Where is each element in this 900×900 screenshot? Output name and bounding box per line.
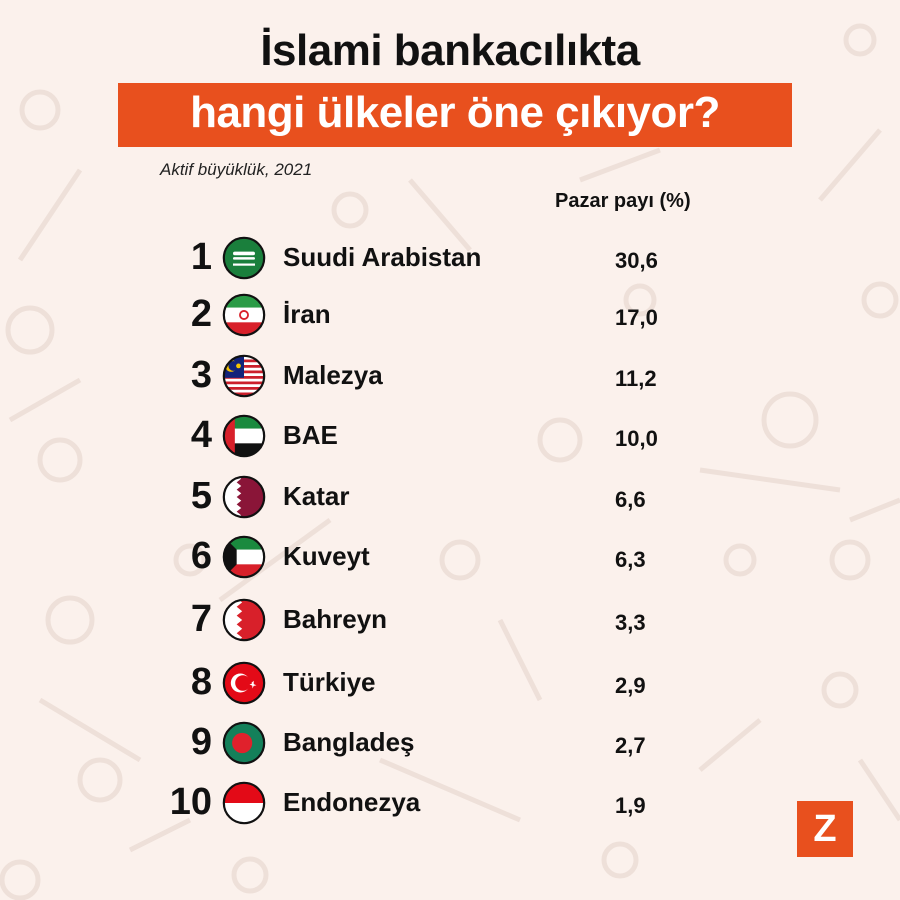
- title-line-1: İslami bankacılıkta: [260, 26, 640, 75]
- pattern-circle: [861, 281, 899, 319]
- table-row: 5 Katar 6,6: [0, 471, 900, 521]
- country-name: İran: [283, 299, 331, 329]
- pattern-circle: [5, 305, 55, 355]
- table-row: 6 Kuveyt 6,3: [0, 531, 900, 581]
- table-row: 1 Suudi Arabistan 30,6: [0, 232, 900, 282]
- country-name: Bahreyn: [283, 604, 388, 634]
- country-name: BAE: [283, 420, 338, 450]
- pattern-circle: [843, 23, 877, 57]
- pattern-circle: [601, 841, 639, 879]
- malaysia-flag-icon: [222, 354, 266, 398]
- rank-number: 8: [190, 661, 212, 703]
- pattern-line: [497, 618, 543, 702]
- pattern-circle: [37, 437, 83, 483]
- table-row: 9 Bangladeş 2,7: [0, 717, 900, 767]
- saudi-arabia-flag-icon: [222, 236, 266, 280]
- column-header-market-share: Pazar payı (%): [555, 190, 691, 212]
- country-name: Malezya: [283, 360, 383, 390]
- iran-flag-icon: [222, 293, 266, 337]
- rank-number: 2: [190, 293, 212, 335]
- table-row: 2 İran 17,0: [0, 289, 900, 339]
- country-name: Suudi Arabistan: [283, 242, 482, 272]
- pattern-circle: [331, 191, 369, 229]
- pattern-line: [818, 128, 882, 202]
- pattern-circle: [173, 543, 207, 577]
- table-row: 10 Endonezya 1,9: [0, 777, 900, 827]
- rank-number: 4: [190, 414, 212, 456]
- country-name: Kuveyt: [283, 541, 370, 571]
- pattern-line: [698, 718, 762, 772]
- turkey-flag-icon: [222, 661, 266, 705]
- pattern-line: [857, 758, 900, 822]
- pattern-circle: [45, 595, 95, 645]
- pattern-line: [579, 147, 661, 183]
- pattern-line: [218, 517, 332, 603]
- pattern-line: [38, 697, 142, 763]
- table-row: 4 BAE 10,0: [0, 410, 900, 460]
- bangladesh-flag-icon: [222, 721, 266, 765]
- table-row: 3 Malezya 11,2: [0, 350, 900, 400]
- table-row: 7 Bahreyn 3,3: [0, 594, 900, 644]
- market-share-value: 6,3: [615, 547, 646, 572]
- pattern-line: [849, 497, 900, 523]
- country-name: Katar: [283, 481, 350, 511]
- pattern-line: [408, 178, 472, 252]
- pattern-circle: [537, 417, 583, 463]
- pattern-line: [17, 168, 83, 262]
- pattern-circle: [829, 539, 871, 581]
- rank-number: 9: [190, 721, 212, 763]
- uae-flag-icon: [222, 414, 266, 458]
- market-share-value: 10,0: [615, 426, 658, 451]
- pattern-circle: [761, 391, 819, 449]
- country-name: Türkiye: [283, 667, 376, 697]
- market-share-value: 1,9: [615, 793, 646, 818]
- indonesia-flag-icon: [222, 781, 266, 825]
- brand-logo: Z: [797, 801, 853, 857]
- market-share-value: 11,2: [615, 366, 657, 391]
- pattern-circle: [821, 671, 859, 709]
- market-share-value: 3,3: [615, 610, 646, 635]
- pattern-line: [699, 467, 841, 493]
- pattern-circle: [231, 856, 269, 894]
- rank-number: 6: [190, 535, 212, 577]
- rank-number: 1: [190, 236, 212, 278]
- rank-number: 7: [190, 598, 212, 640]
- kuwait-flag-icon: [222, 535, 266, 579]
- country-name: Bangladeş: [283, 727, 415, 757]
- subtitle: Aktif büyüklük, 2021: [160, 160, 313, 179]
- market-share-value: 6,6: [615, 487, 646, 512]
- table-row: 8 Türkiye 2,9: [0, 657, 900, 707]
- market-share-value: 30,6: [615, 248, 658, 273]
- qatar-flag-icon: [222, 475, 266, 519]
- pattern-circle: [19, 89, 61, 131]
- pattern-line: [128, 817, 192, 853]
- rank-number: 3: [190, 354, 212, 396]
- pattern-circle: [439, 539, 481, 581]
- market-share-value: 17,0: [615, 305, 658, 330]
- pattern-circle: [77, 757, 123, 803]
- pattern-line: [8, 377, 82, 423]
- title-band: [118, 83, 792, 147]
- pattern-circle: [723, 543, 757, 577]
- pattern-line: [379, 757, 521, 823]
- title-line-2: hangi ülkeler öne çıkıyor?: [190, 88, 720, 137]
- pattern-circle: [623, 283, 657, 317]
- pattern-circle: [0, 859, 41, 900]
- bahrain-flag-icon: [222, 598, 266, 642]
- rank-number: 5: [190, 475, 212, 517]
- rank-number: 10: [169, 781, 212, 823]
- country-name: Endonezya: [283, 787, 421, 817]
- market-share-value: 2,9: [615, 673, 646, 698]
- market-share-value: 2,7: [615, 733, 646, 758]
